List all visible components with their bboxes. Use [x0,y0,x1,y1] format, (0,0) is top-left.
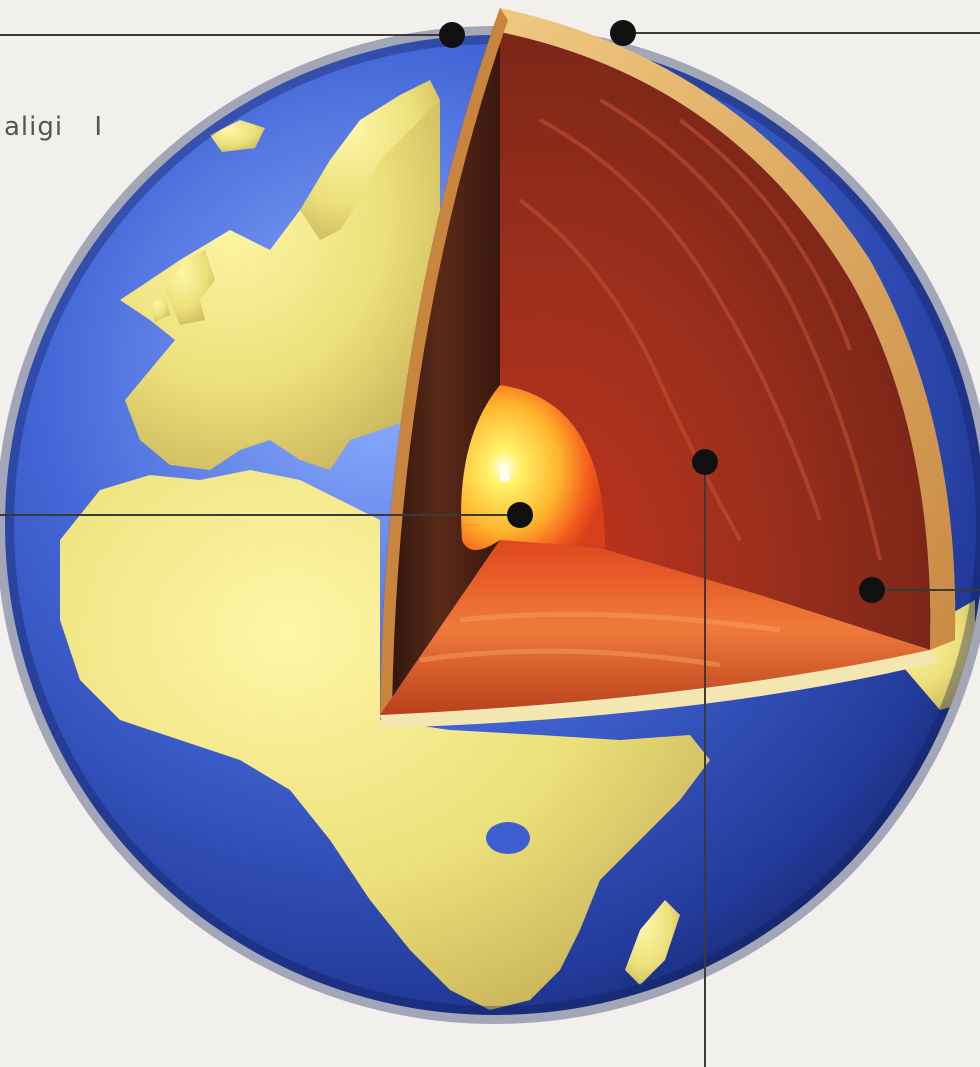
ireland [150,295,170,322]
mantle-texture [518,98,882,561]
cutaway-floor [380,540,930,715]
crust-edge-bottom [380,650,938,728]
floor-texture [419,611,781,668]
africa-landmass [60,470,710,1010]
scandinavia-landmass [300,80,440,240]
mantle-layer [500,32,931,650]
partial-label-text: aligi [4,112,64,142]
british-isles [165,250,215,325]
partial-label-suffix: I [94,112,104,142]
leader-lines [0,32,980,1067]
earth-cutaway [380,8,956,728]
crust-edge-left [380,8,508,715]
crust-layer [500,8,956,650]
marker-dots [439,20,885,603]
marker-dot-surface [439,22,465,48]
inner-core [461,385,605,550]
iceland [210,120,265,152]
marker-dot-inner-core [507,502,533,528]
marker-dot-outer-core [692,449,718,475]
marker-dot-crust [610,20,636,46]
madagascar [625,900,680,985]
partial-label: aligi I [4,112,103,142]
core-highlight [500,472,510,482]
lake [486,822,530,854]
marker-dot-mantle [859,577,885,603]
